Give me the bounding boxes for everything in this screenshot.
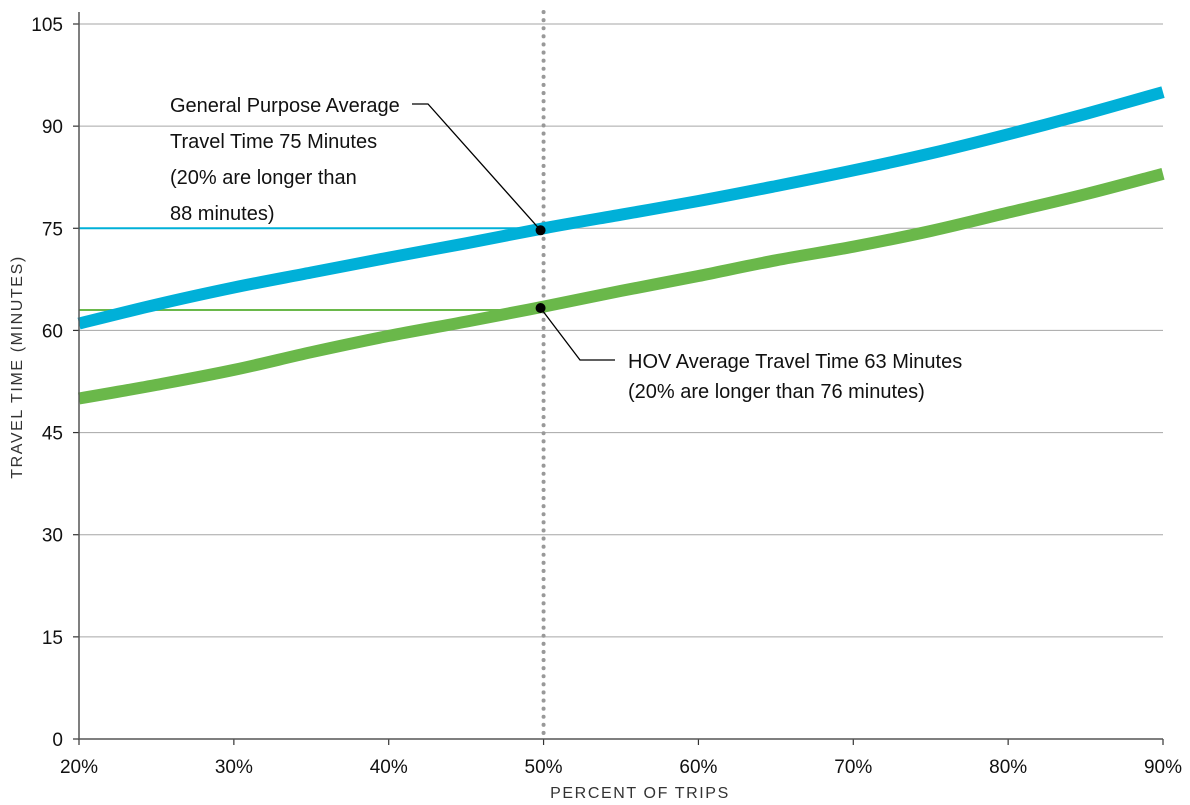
x-tick-label: 60% [679, 757, 717, 778]
y-tick-label: 105 [31, 15, 63, 36]
y-tick-label: 90 [42, 117, 63, 138]
annotation-hov-line: HOV Average Travel Time 63 Minutes [628, 351, 962, 373]
y-tick-label: 0 [52, 730, 63, 751]
y-tick-label: 30 [42, 526, 63, 547]
series-lines [77, 86, 1165, 405]
x-tick-label: 50% [525, 757, 563, 778]
x-tick-label: 20% [60, 757, 98, 778]
x-tick-label: 30% [215, 757, 253, 778]
annotation-general-line: Travel Time 75 Minutes [170, 131, 377, 153]
leader-line-hov [540, 307, 615, 361]
annotation-general-line: General Purpose Average [170, 95, 400, 117]
x-tick-labels: 20% 30% 40% 50% 60% 70% 80% 90% [60, 757, 1182, 778]
y-axis-title: TRAVEL TIME (MINUTES) [9, 255, 26, 479]
hov-line [77, 167, 1165, 405]
y-tick-label: 15 [42, 628, 63, 649]
x-tick-label: 40% [370, 757, 408, 778]
axes [73, 12, 1164, 745]
x-axis-title: PERCENT OF TRIPS [550, 785, 730, 802]
annotations: General Purpose Average Travel Time 75 Mi… [170, 95, 962, 403]
reference-lines [79, 10, 546, 741]
annotation-hov-line: (20% are longer than 76 minutes) [628, 381, 925, 403]
annotation-general-line: 88 minutes) [170, 203, 275, 225]
y-tick-label: 60 [42, 321, 63, 342]
general-purpose-line [77, 86, 1165, 330]
y-tick-label: 75 [42, 219, 63, 240]
y-tick-label: 45 [42, 424, 63, 445]
leader-line-general [412, 103, 542, 231]
point-marker-hov [535, 303, 546, 313]
point-marker-general [535, 225, 546, 236]
x-tick-label: 90% [1144, 757, 1182, 778]
y-tick-labels: 0 15 30 45 60 75 90 105 [31, 15, 63, 751]
annotation-general-line: (20% are longer than [170, 167, 357, 189]
x-tick-label: 80% [989, 757, 1027, 778]
x-tick-label: 70% [834, 757, 872, 778]
